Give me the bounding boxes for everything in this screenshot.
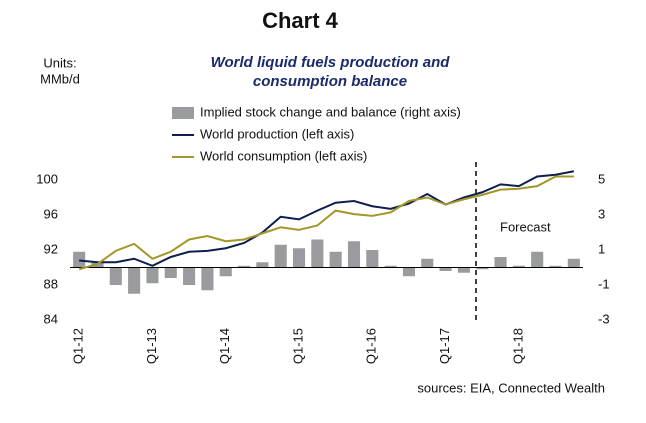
y-axis-label: MMb/d <box>40 71 80 86</box>
bar <box>183 267 196 285</box>
source: sources: EIA, Connected Wealth <box>417 380 605 395</box>
bar <box>219 267 232 277</box>
y-tick-label: 96 <box>44 206 58 221</box>
bar <box>329 251 342 268</box>
bar <box>73 251 86 268</box>
bar <box>366 250 379 268</box>
bar <box>292 248 306 268</box>
bar <box>201 267 214 291</box>
bar <box>347 241 361 268</box>
y2-tick-label: 3 <box>598 206 605 221</box>
bar <box>439 267 452 271</box>
y-tick-label: 84 <box>44 311 58 326</box>
annotation: Forecast <box>500 219 551 234</box>
x-tick-label: Q1-13 <box>144 328 159 364</box>
x-tick-label: Q1-17 <box>437 328 452 364</box>
y2-tick-label: -1 <box>598 276 610 291</box>
bar <box>512 265 525 268</box>
y2-tick-label: 5 <box>598 171 605 186</box>
y-tick-label: 88 <box>44 276 58 291</box>
bar <box>531 251 544 268</box>
y-tick-label: 100 <box>36 171 58 186</box>
legend-label: World consumption (left axis) <box>200 148 367 163</box>
bar <box>476 267 489 270</box>
line <box>79 170 575 267</box>
legend-swatch <box>172 107 194 119</box>
bar <box>494 257 507 268</box>
x-tick-label: Q1-12 <box>71 328 86 364</box>
x-tick-label: Q1-16 <box>364 328 379 364</box>
bar <box>311 239 324 268</box>
y2-tick-label: 1 <box>598 241 605 256</box>
bar <box>274 244 287 268</box>
bar <box>421 258 434 268</box>
x-tick-label: Q1-14 <box>217 328 232 364</box>
bar <box>238 265 251 268</box>
x-tick-label: Q1-18 <box>510 328 525 364</box>
legend-label: Implied stock change and balance (right … <box>200 104 461 119</box>
bar <box>457 267 470 273</box>
bar <box>109 267 122 285</box>
y2-tick-label: -3 <box>598 311 610 326</box>
chart-title: Chart 4 <box>262 8 339 33</box>
chart-subtitle: consumption balance <box>253 73 407 90</box>
legend-label: World production (left axis) <box>200 126 354 141</box>
x-tick-label: Q1-15 <box>290 328 305 364</box>
bar <box>164 267 177 278</box>
y-axis-label: Units: <box>43 55 76 70</box>
bar <box>384 265 397 268</box>
y-tick-label: 92 <box>44 241 58 256</box>
bar <box>549 265 562 268</box>
bar <box>402 267 415 277</box>
bar <box>146 267 159 284</box>
bar <box>256 262 269 268</box>
bar <box>567 258 580 268</box>
bar <box>128 267 141 294</box>
chart-subtitle: World liquid fuels production and <box>211 54 451 71</box>
line <box>78 175 574 271</box>
